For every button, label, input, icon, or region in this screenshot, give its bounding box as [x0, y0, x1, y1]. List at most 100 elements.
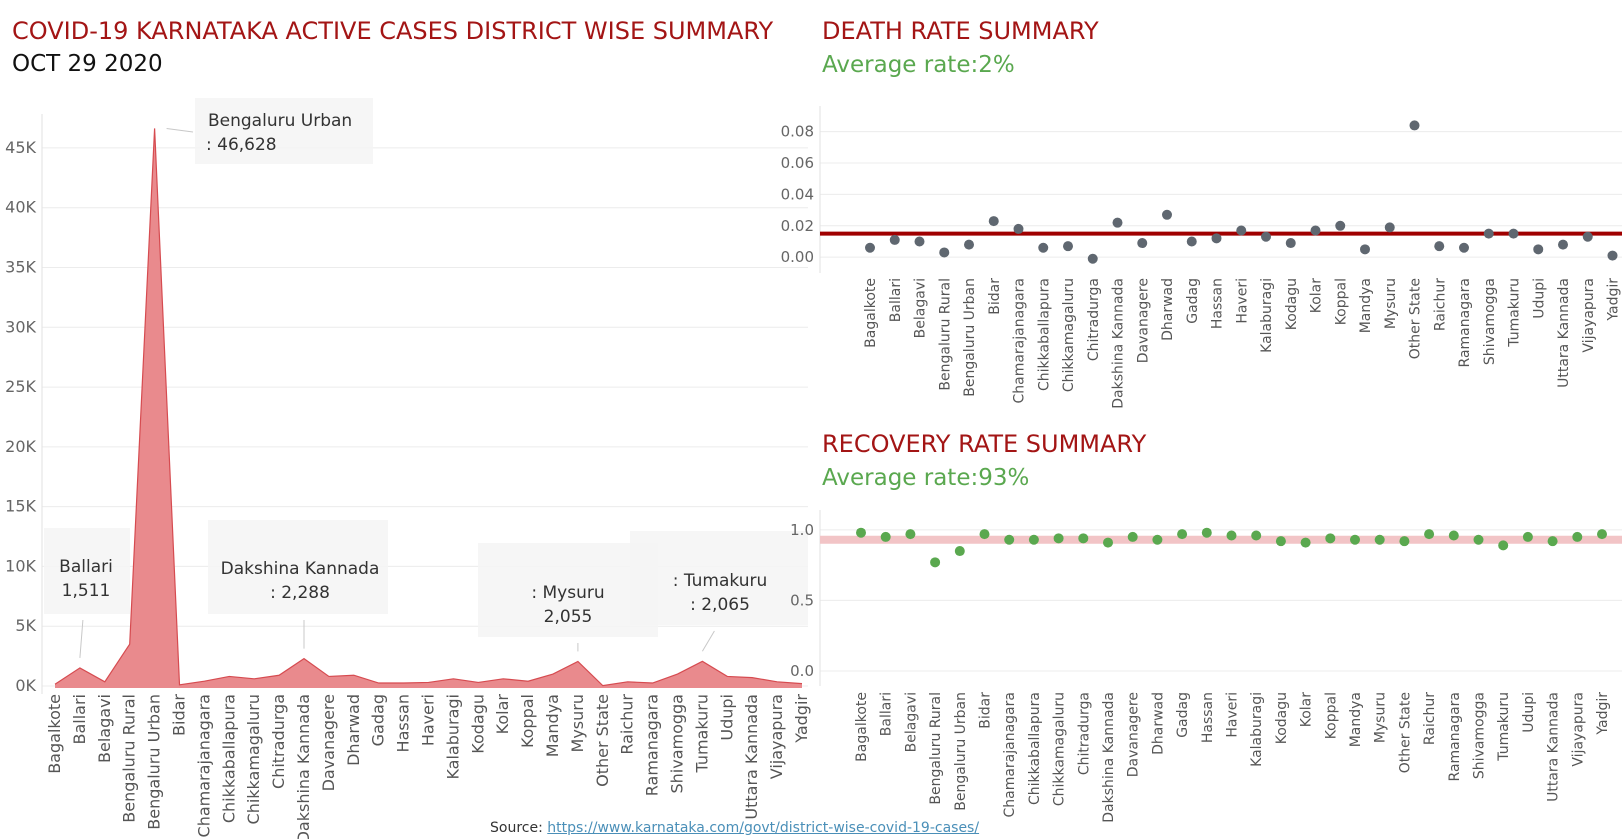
recovery-rate-y-tick-label: 1.0: [790, 521, 814, 539]
death-rate-x-tick-davanagere: Davanagere: [1135, 278, 1151, 363]
death-rate-point-yadgir: [1607, 250, 1618, 261]
recovery-rate-point-haveri: [1226, 530, 1237, 541]
recovery-rate-x-tick-kalaburagi: Kalaburagi: [1249, 692, 1265, 767]
main-chart-title: COVID-19 KARNATAKA ACTIVE CASES DISTRICT…: [12, 17, 774, 45]
recovery-rate-x-tick-bengaluru-urban: Bengaluru Urban: [953, 692, 969, 811]
death-rate-y-tick-label: 0.06: [781, 154, 814, 172]
annotation-tumakuru: : Tumakuru : 2,065: [630, 531, 808, 652]
death-rate-y-tick-label: 0.04: [781, 185, 814, 203]
death-rate-point-dharwad: [1162, 209, 1172, 220]
active-cases-y-tick-label: 40K: [5, 198, 36, 217]
death-rate-y-tick-label: 0.02: [781, 217, 814, 235]
recovery-rate-point-ramanagara: [1448, 530, 1459, 541]
death-rate-x-tick-mandya: Mandya: [1358, 278, 1374, 333]
active-cases-y-tick-label: 15K: [5, 497, 36, 516]
recovery-rate-x-tick-dharwad: Dharwad: [1150, 692, 1166, 755]
recovery-rate-x-tick-yadgir: Yadgir: [1595, 692, 1611, 736]
active-cases-x-tick-kalaburagi: Kalaburagi: [443, 694, 462, 780]
annotation-value: : 2,065: [690, 595, 750, 615]
death-rate-point-tumakuru: [1508, 228, 1519, 239]
death-rate-point-belagavi: [914, 236, 925, 247]
death-rate-x-tick-gadag: Gadag: [1185, 278, 1201, 324]
recovery-rate-y-tick-label: 0.5: [790, 591, 814, 609]
recovery-rate-x-tick-davanagere: Davanagere: [1126, 692, 1142, 777]
death-rate-average: Average rate:2%: [822, 52, 1015, 78]
death-rate-x-tick-chamarajanagara: Chamarajanagara: [1012, 278, 1028, 404]
recovery-rate-x-tick-kolar: Kolar: [1299, 692, 1315, 728]
annotation-leader: [701, 630, 715, 652]
recovery-rate-point-uttara-kannada: [1547, 536, 1558, 547]
active-cases-x-tick-tumakuru: Tumakuru: [692, 694, 711, 774]
death-rate-point-davanagere: [1137, 238, 1148, 249]
annotation-name: Ballari: [59, 557, 113, 577]
recovery-rate-x-tick-bengaluru-rural: Bengaluru Rural: [928, 692, 944, 805]
death-rate-point-bidar: [988, 216, 999, 227]
death-rate-point-bengaluru-urban: [964, 239, 974, 250]
active-cases-x-tick-ramanagara: Ramanagara: [643, 694, 662, 796]
active-cases-x-tick-shivamogga: Shivamogga: [668, 694, 687, 794]
death-rate-x-tick-ballari: Ballari: [888, 278, 904, 322]
death-rate-point-chikkamagaluru: [1063, 241, 1073, 252]
recovery-rate-x-tick-shivamogga: Shivamogga: [1472, 692, 1488, 779]
recovery-rate-point-kalaburagi: [1251, 530, 1262, 541]
recovery-rate-point-raichur: [1424, 529, 1435, 540]
recovery-rate-point-bagalkote: [856, 527, 866, 538]
active-cases-x-tick-hassan: Hassan: [394, 694, 413, 752]
date-subtitle: OCT 29 2020: [12, 51, 163, 77]
recovery-rate-point-hassan: [1201, 527, 1212, 538]
death-rate-x-tick-hassan: Hassan: [1210, 278, 1226, 329]
active-cases-x-tick-yadgir: Yadgir: [792, 694, 811, 744]
recovery-rate-point-bidar: [979, 529, 990, 540]
death-rate-x-tick-bagalkote: Bagalkote: [863, 278, 879, 348]
recovery-rate-point-other-state: [1399, 536, 1410, 547]
death-rate-x-tick-chitradurga: Chitradurga: [1086, 278, 1102, 361]
recovery-rate-x-tick-hassan: Hassan: [1200, 692, 1216, 743]
active-cases-x-tick-dharwad: Dharwad: [344, 694, 363, 766]
active-cases-x-tick-kolar: Kolar: [493, 694, 512, 735]
recovery-rate-x-tick-vijayapura: Vijayapura: [1570, 692, 1586, 767]
recovery-rate-point-gadag: [1177, 529, 1188, 540]
recovery-rate-point-chikkamagaluru: [1053, 533, 1064, 544]
recovery-rate-x-tick-bidar: Bidar: [978, 692, 994, 729]
annotation-box: [478, 543, 658, 637]
active-cases-x-tick-mandya: Mandya: [543, 694, 562, 757]
active-cases-y-tick-label: 20K: [5, 437, 36, 456]
active-cases-y-tick-label: 45K: [5, 138, 36, 157]
death-rate-point-chikkaballapura: [1038, 242, 1049, 253]
recovery-rate-x-tick-chamarajanagara: Chamarajanagara: [1002, 692, 1018, 818]
death-rate-point-raichur: [1434, 241, 1445, 252]
death-rate-x-tick-yadgir: Yadgir: [1606, 278, 1622, 322]
recovery-rate-x-tick-gadag: Gadag: [1175, 692, 1191, 738]
active-cases-x-tick-bengaluru-rural: Bengaluru Rural: [120, 694, 139, 823]
death-rate-point-uttara-kannada: [1558, 239, 1568, 250]
annotation-value: : 46,628: [206, 135, 277, 155]
recovery-rate-x-tick-uttara-kannada: Uttara Kannada: [1546, 692, 1562, 802]
source-label: Source:: [490, 820, 543, 836]
active-cases-x-tick-davanagere: Davanagere: [319, 694, 338, 791]
annotation-value: 2,055: [544, 607, 593, 627]
recovery-rate-point-kolar: [1300, 537, 1311, 548]
death-rate-point-koppal: [1335, 220, 1346, 231]
active-cases-x-tick-bidar: Bidar: [170, 694, 189, 736]
recovery-rate-x-tick-dakshina-kannada: Dakshina Kannada: [1101, 692, 1117, 823]
death-rate-x-tick-belagavi: Belagavi: [913, 278, 929, 338]
annotation-box: [195, 98, 373, 164]
recovery-rate-average-band: [820, 535, 1622, 544]
death-rate-point-gadag: [1186, 236, 1197, 247]
active-cases-x-tick-mysuru: Mysuru: [568, 694, 587, 752]
recovery-rate-x-tick-tumakuru: Tumakuru: [1496, 692, 1512, 762]
recovery-rate-point-vijayapura: [1572, 531, 1583, 542]
death-rate-point-kalaburagi: [1261, 231, 1271, 242]
source-link[interactable]: https://www.karnataka.com/govt/district-…: [547, 820, 980, 836]
annotation-name: : Tumakuru: [673, 571, 768, 591]
recovery-rate-point-kodagu: [1275, 536, 1286, 547]
annotation-leader: [79, 619, 84, 658]
active-cases-x-tick-other-state: Other State: [593, 694, 612, 787]
recovery-rate-point-mandya: [1350, 534, 1360, 545]
active-cases-x-tick-chamarajanagara: Chamarajanagara: [194, 694, 213, 837]
death-rate-x-tick-chikkamagaluru: Chikkamagaluru: [1061, 278, 1077, 392]
active-cases-y-tick-label: 30K: [5, 317, 36, 336]
recovery-rate-x-tick-chikkaballapura: Chikkaballapura: [1027, 692, 1043, 805]
death-rate-x-tick-raichur: Raichur: [1432, 278, 1448, 331]
death-rate-x-tick-ramanagara: Ramanagara: [1457, 278, 1473, 367]
